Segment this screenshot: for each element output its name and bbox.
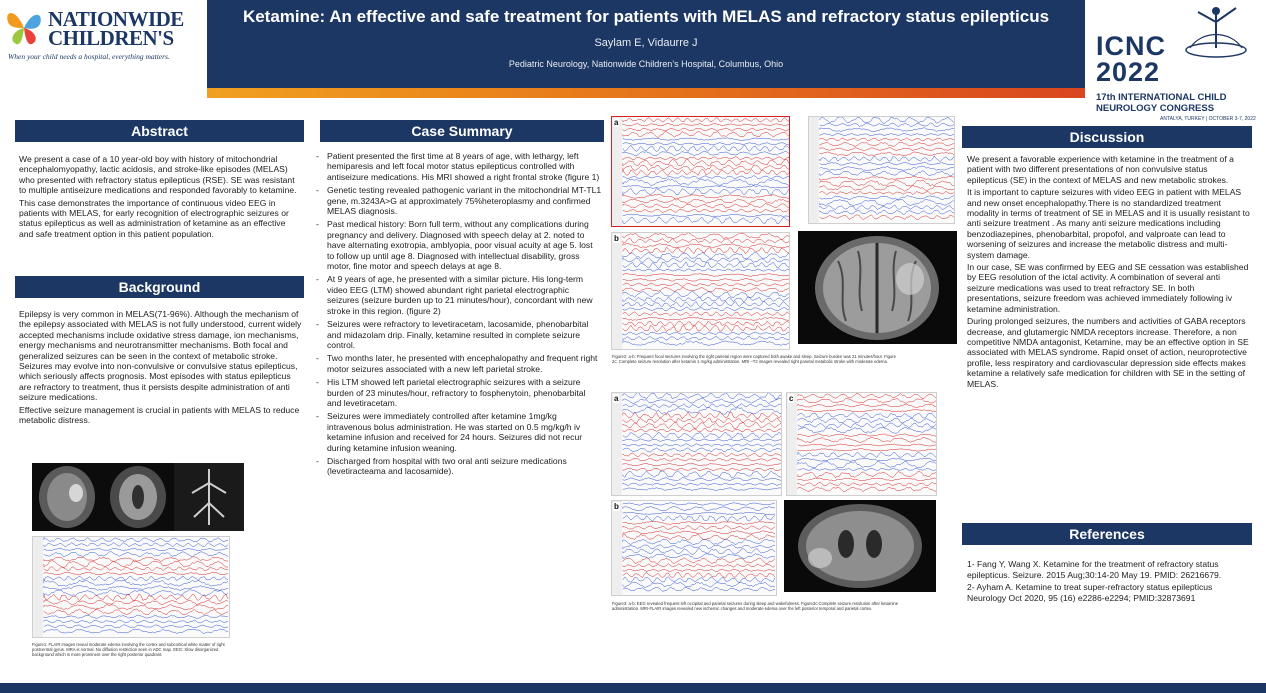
figure2a-eeg-trace: a [611,116,790,227]
eeg-svg [33,537,229,637]
case-item: At 9 years of age, he presented with a s… [314,274,602,316]
figure2-caption: Figure2: a-b: Frequent focal seizures in… [612,354,896,365]
title-band [207,0,1085,88]
icnc-line2: 2022 [1096,57,1161,87]
abstract-heading: Abstract [15,120,304,142]
logo-name-line1: NATIONWIDE [48,7,184,31]
background-p1: Epilepsy is very common in MELAS(71-96%)… [19,309,302,403]
case-summary-heading: Case Summary [320,120,604,142]
eeg-svg [612,117,789,226]
abstract-p2: This case demonstrates the importance of… [19,197,289,239]
discussion-p4: During prolonged seizures, the numbers a… [967,316,1249,389]
figure2-label-a: a [613,118,620,127]
poster-title: Ketamine: An effective and safe treatmen… [242,7,1050,26]
figure3-label-a: a [613,394,620,403]
case-item: His LTM showed left parietal electrograp… [314,377,602,408]
accent-bar [207,88,1085,98]
background-p2: Effective seizure management is crucial … [19,404,300,426]
background-body: Epilepsy is very common in MELAS(71-96%)… [19,309,303,427]
discussion-p1: We present a favorable experience with k… [967,154,1234,185]
figure3-label-b: b [613,502,620,511]
case-item: Two months later, he presented with ence… [314,353,602,374]
nationwide-childrens-logo: NATIONWIDE CHILDREN'S When your child ne… [0,0,205,64]
figure3-caption: Figure3: a-b: EEG revealed frequent left… [612,601,899,612]
figure1-mri-images [32,463,244,531]
discussion-p2: It is important to capture seizures with… [967,187,1250,260]
background-heading: Background [15,276,304,298]
figure1-eeg-trace [32,536,230,638]
figure3-label-c: c [788,394,795,403]
eeg-svg [787,393,936,495]
eeg-svg [809,117,954,223]
figure2-label-b: b [613,234,620,243]
case-item: Genetic testing revealed pathogenic vari… [314,185,602,216]
footer-bar [0,683,1266,693]
abstract-p1: We present a case of a 10 year-old boy w… [19,154,297,196]
icnc-sub1: 17th INTERNATIONAL CHILD [1096,92,1227,103]
icnc-sub2: NEUROLOGY CONGRESS [1096,103,1215,114]
poster-header: NATIONWIDE CHILDREN'S When your child ne… [0,0,1266,122]
poster-authors: Saylam E, Vidaurre J [594,37,698,49]
logo-tagline: When your child needs a hospital, everyt… [8,52,170,61]
discussion-heading: Discussion [962,126,1252,148]
case-item: Seizures were immediately controlled aft… [314,411,602,453]
case-item: Patient presented the first time at 8 ye… [314,151,602,182]
eeg-svg [612,501,776,595]
figure3-mri-image [784,500,936,592]
abstract-body: We present a case of a 10 year-old boy w… [19,154,301,241]
icnc-line1: ICNC [1096,31,1166,61]
poster-affiliation: Pediatric Neurology, Nationwide Children… [508,59,784,69]
butterfly-icon [7,12,41,45]
figure3a-eeg-trace: a [611,392,782,496]
icnc-place: ANTALYA, TURKEY | OCTOBER 3-7, 2022 [1160,116,1256,122]
case-summary-list: Patient presented the first time at 8 ye… [314,151,602,480]
case-item: Discharged from hospital with two oral a… [314,456,602,477]
reference-item: 2- Ayham A. Ketamine to treat super-refr… [967,582,1213,603]
icnc-logo: ICNC 2022 17th INTERNATIONAL CHILD NEURO… [1088,0,1266,125]
figure2-mri-image [798,231,957,344]
case-item: Past medical history: Born full term, wi… [314,219,602,271]
whirling-dervish-icon [1185,7,1247,58]
eeg-svg [612,233,789,349]
figure2c-eeg-trace [808,116,955,224]
discussion-p3: In our case, SE was confirmed by EEG and… [967,262,1249,314]
figure3b-eeg-trace: b [611,500,777,596]
figure3c-eeg-trace: c [786,392,937,496]
case-item: Seizures were refractory to levetiraceta… [314,319,602,350]
references-list: 1- Fang Y, Wang X. Ketamine for the trea… [967,559,1249,605]
discussion-body: We present a favorable experience with k… [967,154,1250,391]
logo-name-line2: CHILDREN'S [48,26,174,50]
eeg-svg [612,393,781,495]
reference-item: 1- Fang Y, Wang X. Ketamine for the trea… [967,559,1222,580]
figure1-caption: Figure1: FLAIR images reveal moderate ed… [32,642,225,658]
references-heading: References [962,523,1252,545]
figure2b-eeg-trace: b [611,232,790,350]
